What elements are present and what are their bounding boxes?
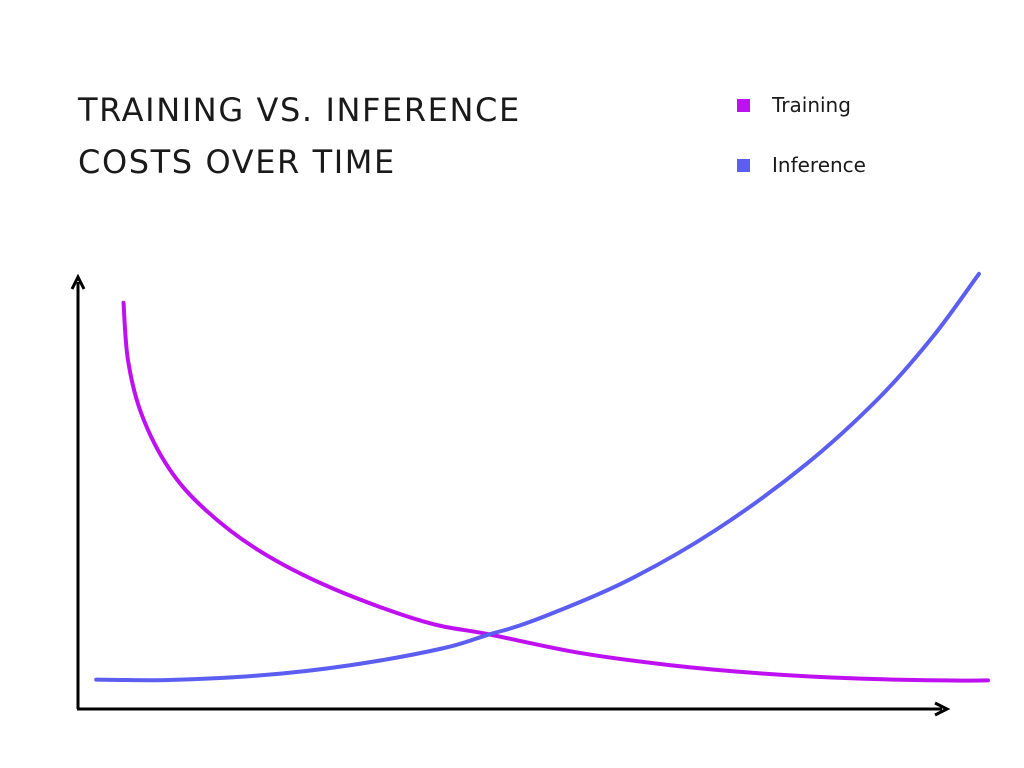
series-line-inference	[94, 271, 981, 683]
y-axis-arrowhead	[70, 273, 86, 290]
legend-item-training: Training	[737, 88, 866, 122]
axes	[70, 273, 951, 717]
x-axis-arrowhead	[934, 701, 951, 717]
series-line-training	[121, 300, 990, 683]
legend-swatch-training	[737, 98, 750, 112]
legend-swatch-inference	[737, 158, 750, 172]
series-layer	[94, 271, 990, 683]
chart-title: TRAINING VS. INFERENCE COSTS OVER TIME	[78, 91, 521, 181]
legend: Training Inference	[737, 88, 866, 208]
legend-label-training: Training	[772, 93, 851, 117]
legend-label-inference: Inference	[772, 153, 866, 177]
legend-item-inference: Inference	[737, 148, 866, 182]
